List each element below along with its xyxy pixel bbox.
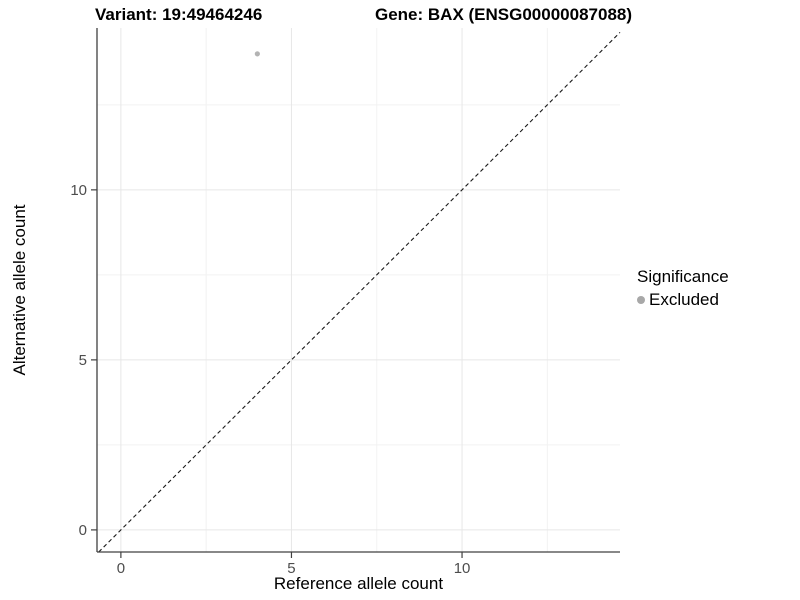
- legend-item-label: Excluded: [649, 290, 719, 309]
- legend-point-icon: [637, 296, 645, 304]
- legend-item-excluded: Excluded: [637, 290, 729, 310]
- identity-reference-line: [98, 32, 621, 553]
- y-axis-title: Alternative allele count: [10, 204, 29, 376]
- variant-title: Variant: 19:49464246: [95, 5, 263, 24]
- data-point: [254, 51, 260, 57]
- y-tick-label: 10: [70, 182, 87, 199]
- x-tick-label: 10: [454, 560, 471, 577]
- y-tick-label: 5: [79, 352, 87, 369]
- x-axis-title: Reference allele count: [273, 574, 444, 593]
- gene-title: Gene: BAX (ENSG00000087088): [375, 5, 633, 24]
- y-tick-label: 0: [79, 522, 87, 539]
- x-tick-label: 0: [117, 560, 125, 577]
- legend: Significance Excluded: [637, 267, 729, 310]
- x-tick-label: 5: [287, 560, 295, 577]
- legend-title: Significance: [637, 267, 729, 286]
